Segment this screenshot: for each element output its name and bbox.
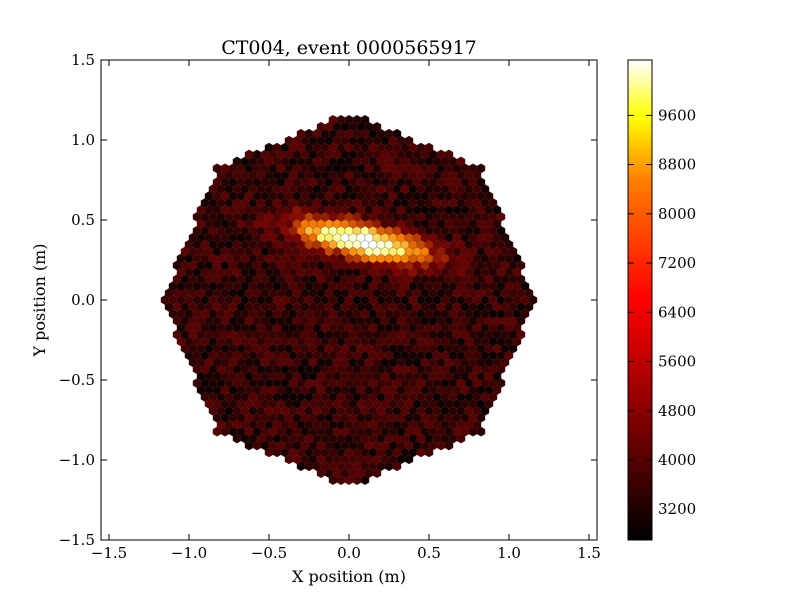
- x-tick-label: 0.5: [417, 544, 441, 562]
- y-axis: −1.5 −1.0 −0.5 0.0 0.5 1.0 1.5: [59, 51, 597, 549]
- x-tick-label: 0.0: [337, 544, 361, 562]
- y-tick-label: 0.5: [71, 211, 95, 229]
- y-tick-label: −0.5: [59, 371, 95, 389]
- y-tick-label: 1.0: [71, 131, 95, 149]
- colorbar-tick-label: 8000: [658, 205, 696, 223]
- colorbar-tick-label: 6400: [658, 303, 696, 321]
- y-tick-label: 1.5: [71, 51, 95, 69]
- colorbar-tick-label: 9600: [658, 106, 696, 124]
- chart-title: CT004, event 0000565917: [221, 37, 477, 59]
- colorbar-tick-label: 3200: [658, 500, 696, 518]
- camera-pixel: [424, 142, 434, 153]
- y-tick-label: −1.5: [59, 531, 95, 549]
- x-tick-label: 1.0: [497, 544, 521, 562]
- colorbar-tick-label: 5600: [658, 353, 696, 371]
- camera-pixel: [372, 121, 382, 132]
- x-tick-label: −1.0: [171, 544, 207, 562]
- x-axis-label: X position (m): [292, 567, 406, 586]
- x-tick-label: −1.5: [91, 544, 127, 562]
- camera-pixel: [360, 114, 370, 125]
- camera-pixel: [404, 135, 414, 146]
- camera-pixel: [456, 156, 466, 167]
- camera-pixel: [392, 128, 402, 139]
- colorbar-tick-label: 8800: [658, 156, 696, 174]
- camera-pixel: [444, 149, 454, 160]
- x-tick-label: −0.5: [251, 544, 287, 562]
- y-tick-label: −1.0: [59, 451, 95, 469]
- y-axis-label: Y position (m): [30, 243, 49, 357]
- x-axis: −1.5 −1.0 −0.5 0.0 0.5 1.0 1.5: [91, 60, 601, 562]
- colorbar: [627, 59, 653, 541]
- camera-pixels: [160, 114, 538, 486]
- colorbar-tick-label: 4000: [658, 451, 696, 469]
- colorbar-tick-label: 7200: [658, 254, 696, 272]
- camera-pixel: [476, 163, 486, 174]
- y-tick-label: 0.0: [71, 291, 95, 309]
- x-tick-label: 1.5: [577, 544, 601, 562]
- colorbar-tick-label: 4800: [658, 402, 696, 420]
- colorbar-axis: 3200 4000 4800 5600 6400 7200 8000 8800 9600: [628, 106, 696, 518]
